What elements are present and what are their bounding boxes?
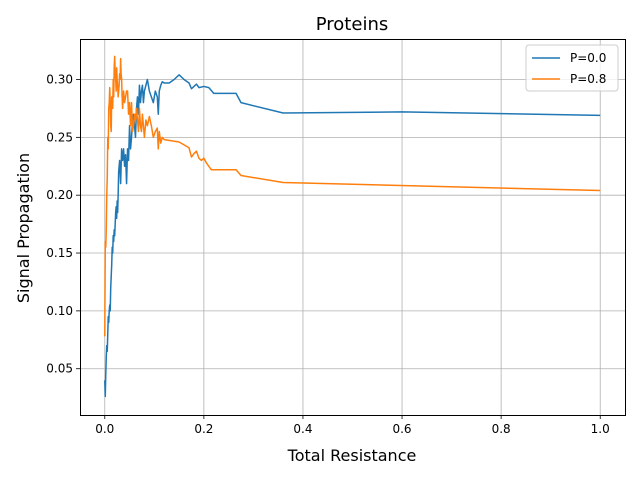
x-tick-label: 0.0: [95, 422, 114, 436]
y-tick-label: 0.15: [46, 246, 73, 260]
legend-label: P=0.0: [570, 51, 606, 65]
grid: [80, 39, 625, 415]
legend-label: P=0.8: [570, 72, 606, 86]
x-tick-label: 0.2: [194, 422, 213, 436]
y-tick-label: 0.25: [46, 130, 73, 144]
chart-title: Proteins: [316, 14, 388, 35]
x-axis-ticks: 0.0 0.2 0.4 0.6 0.8 1.0: [95, 415, 610, 436]
y-axis-label: Signal Propagation: [14, 153, 33, 303]
x-tick-label: 0.8: [492, 422, 511, 436]
plot-frame: [80, 39, 626, 416]
x-tick-label: 1.0: [591, 422, 610, 436]
y-tick-label: 0.20: [46, 188, 73, 202]
y-tick-label: 0.05: [46, 362, 73, 376]
legend: P=0.0 P=0.8: [525, 44, 619, 92]
y-tick-label: 0.10: [46, 304, 73, 318]
series-line-2: [104, 55, 601, 337]
y-tick-label: 0.30: [46, 72, 73, 86]
series-lines: [104, 55, 601, 398]
x-axis-label: Total Resistance: [287, 446, 417, 465]
x-tick-label: 0.6: [392, 422, 411, 436]
series-line-1: [104, 74, 601, 398]
x-tick-label: 0.4: [293, 422, 312, 436]
y-axis-ticks: 0.05 0.10 0.15 0.20 0.25 0.30: [46, 72, 80, 376]
